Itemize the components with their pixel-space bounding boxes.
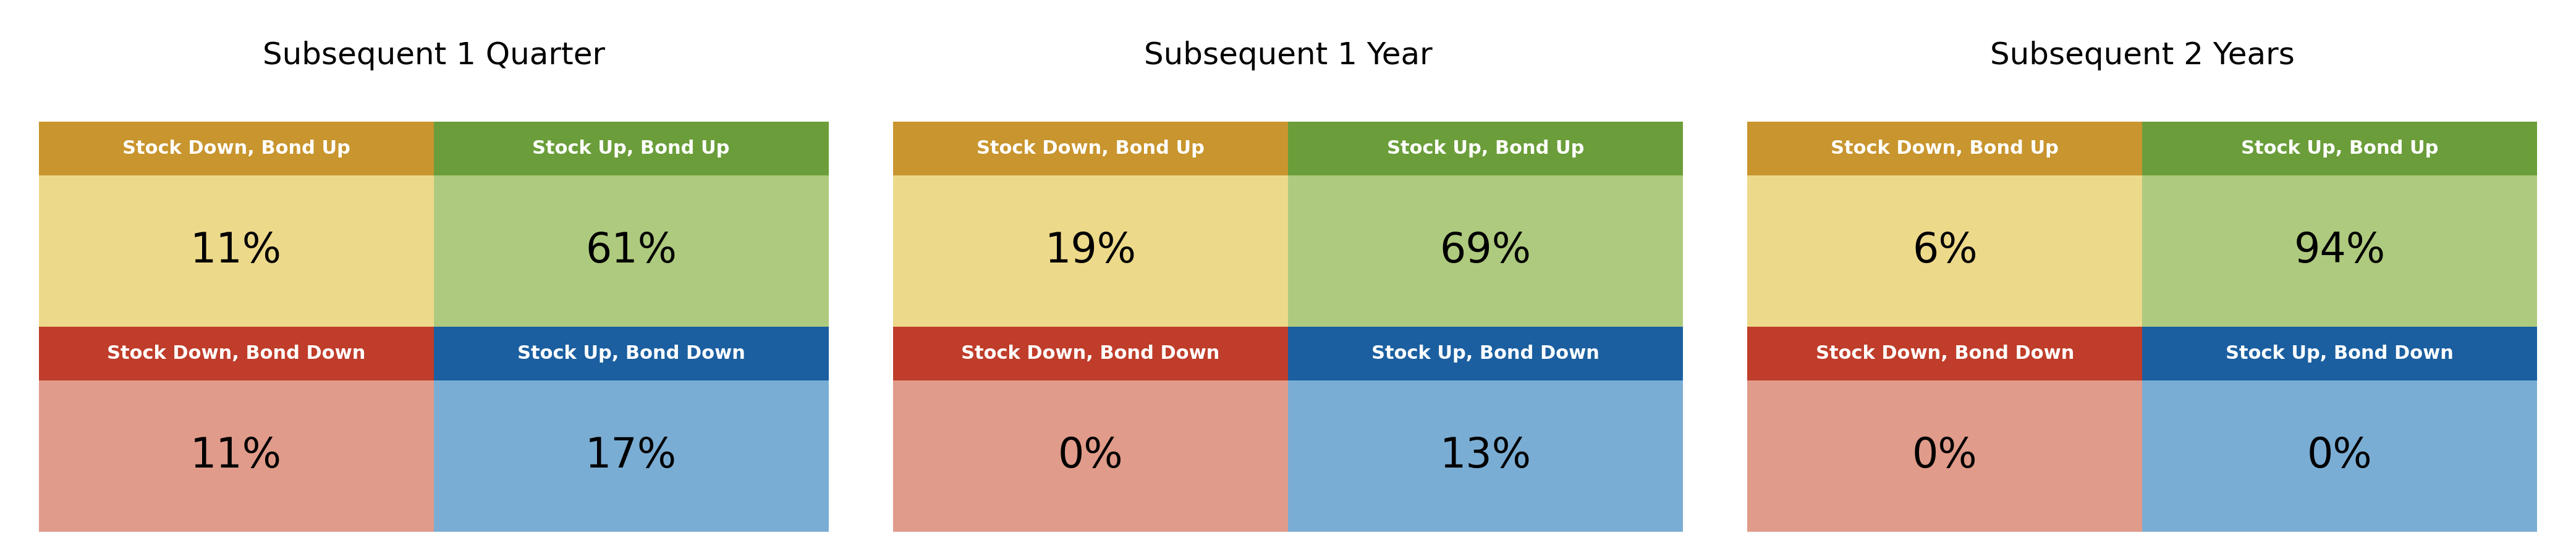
Text: 11%: 11% [191,435,281,476]
Text: 0%: 0% [2308,435,2372,476]
FancyBboxPatch shape [1747,175,2143,327]
FancyBboxPatch shape [894,327,1288,380]
FancyBboxPatch shape [894,122,1288,175]
Text: Subsequent 1 Year: Subsequent 1 Year [1144,40,1432,70]
Text: Stock Up, Bond Down: Stock Up, Bond Down [1370,345,1600,362]
Text: 6%: 6% [1911,230,1978,271]
FancyBboxPatch shape [1747,380,2143,532]
FancyBboxPatch shape [433,122,829,175]
FancyBboxPatch shape [39,175,433,327]
FancyBboxPatch shape [1747,327,2143,380]
FancyBboxPatch shape [433,327,829,380]
FancyBboxPatch shape [2143,327,2537,380]
Text: Subsequent 1 Quarter: Subsequent 1 Quarter [263,40,605,70]
Text: 0%: 0% [1059,435,1123,476]
Text: 11%: 11% [191,230,281,271]
Text: 61%: 61% [585,230,677,271]
Text: Stock Up, Bond Up: Stock Up, Bond Up [2241,140,2439,157]
FancyBboxPatch shape [2143,380,2537,532]
FancyBboxPatch shape [433,175,829,327]
FancyBboxPatch shape [39,380,433,532]
FancyBboxPatch shape [1288,122,1682,175]
Text: Subsequent 2 Years: Subsequent 2 Years [1991,40,2295,70]
FancyBboxPatch shape [2143,122,2537,175]
FancyBboxPatch shape [39,122,433,175]
FancyBboxPatch shape [39,327,433,380]
Text: 13%: 13% [1440,435,1530,476]
Text: 0%: 0% [1911,435,1978,476]
FancyBboxPatch shape [1288,380,1682,532]
Text: 69%: 69% [1440,230,1530,271]
Text: Stock Up, Bond Up: Stock Up, Bond Up [1386,140,1584,157]
Text: 94%: 94% [2295,230,2385,271]
FancyBboxPatch shape [1288,175,1682,327]
Text: Stock Up, Bond Down: Stock Up, Bond Down [518,345,744,362]
FancyBboxPatch shape [894,380,1288,532]
Text: Stock Down, Bond Up: Stock Down, Bond Up [976,140,1206,157]
Text: Stock Up, Bond Down: Stock Up, Bond Down [2226,345,2455,362]
Text: Stock Down, Bond Up: Stock Down, Bond Up [1832,140,2058,157]
Text: 17%: 17% [585,435,677,476]
Text: Stock Down, Bond Down: Stock Down, Bond Down [961,345,1221,362]
FancyBboxPatch shape [894,175,1288,327]
Text: Stock Up, Bond Up: Stock Up, Bond Up [533,140,729,157]
FancyBboxPatch shape [2143,175,2537,327]
FancyBboxPatch shape [1747,122,2143,175]
Text: Stock Down, Bond Up: Stock Down, Bond Up [121,140,350,157]
Text: Stock Down, Bond Down: Stock Down, Bond Down [1816,345,2074,362]
FancyBboxPatch shape [1288,327,1682,380]
Text: 19%: 19% [1046,230,1136,271]
Text: Stock Down, Bond Down: Stock Down, Bond Down [106,345,366,362]
FancyBboxPatch shape [433,380,829,532]
